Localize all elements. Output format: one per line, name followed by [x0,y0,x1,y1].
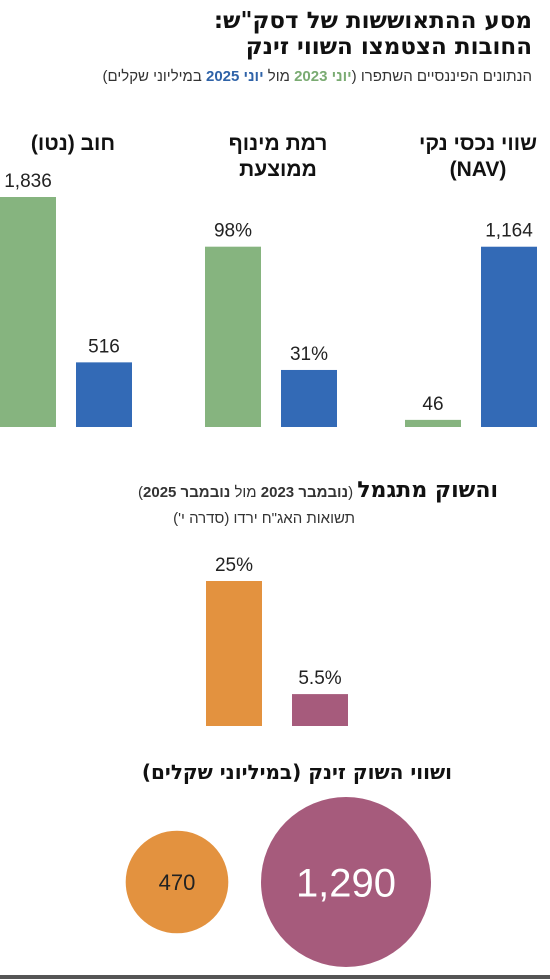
financials-bar-chart: חוב (נטו) 1,836 516 רמת מינוף ממוצעת 98% 31% שו… [0,132,537,427]
title-block: מסע ההתאוששות של דסק"ש: החובות הצטמצו הש… [214,8,532,60]
market-cap-value-label-0: 470 [159,870,196,895]
panel-label-2-0: שווי נכסי נקי [419,132,537,155]
market-section-title: והשוק מתגמל (נובמבר 2023 מול נובמבר 2025… [138,478,498,503]
title-line-1: מסע ההתאוששות של דסק"ש: [213,8,532,34]
market-mid: מול [230,484,261,501]
subtitle-mid: מול [263,68,295,85]
bar-1-0 [205,246,261,427]
title-line-2: החובות הצטמצו השווי זינק [245,34,532,60]
market-cap-bubble-chart: 470 1,290 [125,797,431,967]
market-year-2025: נובמבר 2025 [143,484,231,501]
bar-value-label-2-0: 46 [422,394,443,415]
market-cap-bubble-0 [125,830,229,934]
bar-1-1 [281,369,337,427]
subtitle-year-2025: יוני 2025 [206,68,264,85]
subtitle: הנתונים הפיננסיים השתפרו (יוני 2023 מול … [103,68,533,85]
yield-value-label-1: 5.5% [298,668,341,689]
subtitle-prefix: הנתונים הפיננסיים השתפרו ( [351,68,532,85]
bar-2-1 [481,246,537,427]
yield-value-label-0: 25% [215,555,253,576]
bar-value-label-1-1: 31% [290,344,328,365]
bar-value-label-0-1: 516 [88,336,120,357]
market-paren-close: ) [138,484,144,501]
market-cap-bubble-1 [261,797,431,967]
market-year-2023: נובמבר 2023 [260,484,349,501]
panel-label-2-1: (NAV) [450,158,507,181]
bar-value-label-0-0: 1,836 [4,171,52,192]
yield-bar-0 [206,581,262,726]
bar-2-0 [405,419,461,427]
market-title: והשוק מתגמל [357,478,498,503]
panel-label-1-1: ממוצעת [239,158,317,181]
bar-0-1 [76,362,132,427]
subtitle-suffix: במיליוני שקלים) [102,68,206,85]
bar-value-label-1-0: 98% [214,221,252,242]
panel-label-1-0: רמת מינוף [229,132,328,155]
market-cap-title: ושווי השוק זינק (במיליוני שקלים) [141,760,452,784]
market-cap-value-label-1: 1,290 [296,861,396,905]
bottom-rule [0,975,550,979]
bond-yield-bar-chart: 25% 5.5% [206,555,348,726]
market-paren-open: ( [348,484,358,501]
yield-bar-1 [292,694,348,726]
subtitle-year-2023: יוני 2023 [294,68,352,85]
bar-0-0 [0,197,56,427]
bar-value-label-2-1: 1,164 [485,221,533,242]
bond-yields-subtitle: תשואות האג"ח ירדו (סדרה י') [173,510,355,527]
panel-label-0-0: חוב (נטו) [31,132,115,155]
